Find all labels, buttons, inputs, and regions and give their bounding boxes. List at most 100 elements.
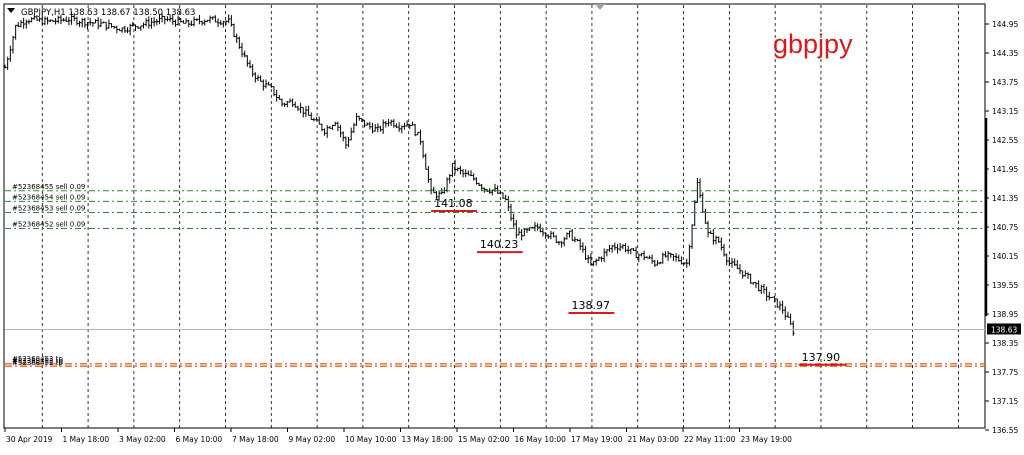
candle: [142, 22, 145, 29]
candle: [706, 220, 710, 238]
candle: [323, 128, 326, 136]
candle: [158, 14, 161, 25]
current-price-label: 138.63: [991, 325, 1017, 334]
candle: [411, 121, 414, 127]
candle: [496, 185, 499, 194]
candle: [432, 186, 436, 194]
candle: [246, 55, 249, 67]
candle: [477, 182, 481, 186]
candle: [616, 243, 619, 254]
candle: [112, 25, 116, 29]
candle: [416, 131, 420, 136]
candle: [214, 15, 217, 23]
candle: [674, 253, 678, 262]
candle: [485, 188, 489, 192]
candle: [624, 243, 627, 253]
candle: [461, 169, 465, 178]
candle: [198, 15, 201, 25]
y-tick-label: 140.75: [992, 223, 1018, 232]
candle: [472, 173, 475, 181]
candle: [752, 282, 755, 285]
chart-shift-marker-icon[interactable]: [595, 4, 605, 10]
candle: [445, 177, 449, 193]
candle: [174, 19, 177, 27]
candle: [83, 17, 87, 28]
x-tick-label: 3 May 02:00: [119, 435, 166, 444]
order-line-label: #52368454 sell 0.09: [12, 193, 85, 201]
y-tick-label: 137.75: [992, 368, 1018, 377]
candle: [464, 169, 468, 178]
candle: [136, 26, 140, 29]
candle: [384, 120, 388, 128]
candle: [421, 140, 425, 159]
candle: [285, 101, 289, 108]
candle: [176, 15, 180, 26]
candle: [365, 122, 369, 126]
candle: [171, 14, 175, 25]
price-annotation: 137.90: [798, 351, 847, 366]
candle: [75, 16, 79, 26]
candle: [336, 121, 340, 132]
candle: [696, 177, 699, 203]
candle: [243, 50, 246, 58]
y-tick-label: 139.55: [992, 281, 1018, 290]
candle: [576, 238, 579, 242]
candle: [613, 242, 617, 251]
candle: [618, 243, 622, 252]
candle: [403, 122, 406, 130]
candle: [182, 20, 185, 24]
candle: [331, 124, 334, 130]
candle: [600, 256, 603, 262]
price-annotation-text: 141.08: [434, 197, 473, 210]
chart-header-text: GBPJPY,H1 138.53 138.67 138.50 138.63: [21, 8, 195, 18]
x-tick-label: 30 Apr 2019: [6, 435, 53, 444]
candle: [400, 125, 404, 134]
candle: [371, 122, 374, 134]
candle: [224, 20, 228, 26]
tp-line-label: #52368452 tp: [12, 359, 63, 367]
candle: [429, 177, 433, 195]
candle: [467, 170, 470, 176]
candle: [770, 296, 774, 299]
candle: [626, 245, 630, 254]
candle: [272, 86, 276, 97]
candle: [573, 236, 577, 243]
candle: [501, 192, 505, 199]
candle: [717, 236, 720, 243]
candle: [315, 116, 318, 121]
candle: [363, 119, 366, 128]
candle: [560, 241, 563, 248]
candle: [325, 125, 329, 138]
candle: [605, 249, 609, 257]
order-line-label: #52368455 sell 0.09: [12, 183, 85, 191]
candle: [307, 105, 310, 116]
candle: [549, 230, 553, 240]
candle: [115, 25, 119, 34]
candle: [786, 311, 790, 318]
candle: [586, 254, 590, 264]
candle: [275, 89, 278, 102]
order-line-label: #52368453 sell 0.09: [12, 205, 85, 213]
candle: [773, 295, 776, 303]
candle: [251, 64, 254, 77]
candle: [192, 16, 196, 27]
candle: [395, 123, 398, 129]
header-dropdown-arrow-icon[interactable]: [7, 8, 15, 13]
price-annotation-text: 140.23: [480, 238, 519, 251]
candle: [88, 18, 92, 26]
candle: [581, 242, 585, 253]
candle: [504, 194, 507, 201]
candle: [152, 17, 156, 27]
candle-layer: [3, 11, 795, 336]
candle: [123, 25, 127, 33]
candle: [91, 22, 95, 27]
candle: [541, 227, 545, 237]
candle: [562, 236, 566, 247]
tp-line-label: #52368452 tp: [12, 357, 63, 365]
candle: [632, 247, 635, 251]
candle: [640, 253, 643, 257]
candle: [594, 258, 598, 266]
candle: [738, 264, 742, 274]
